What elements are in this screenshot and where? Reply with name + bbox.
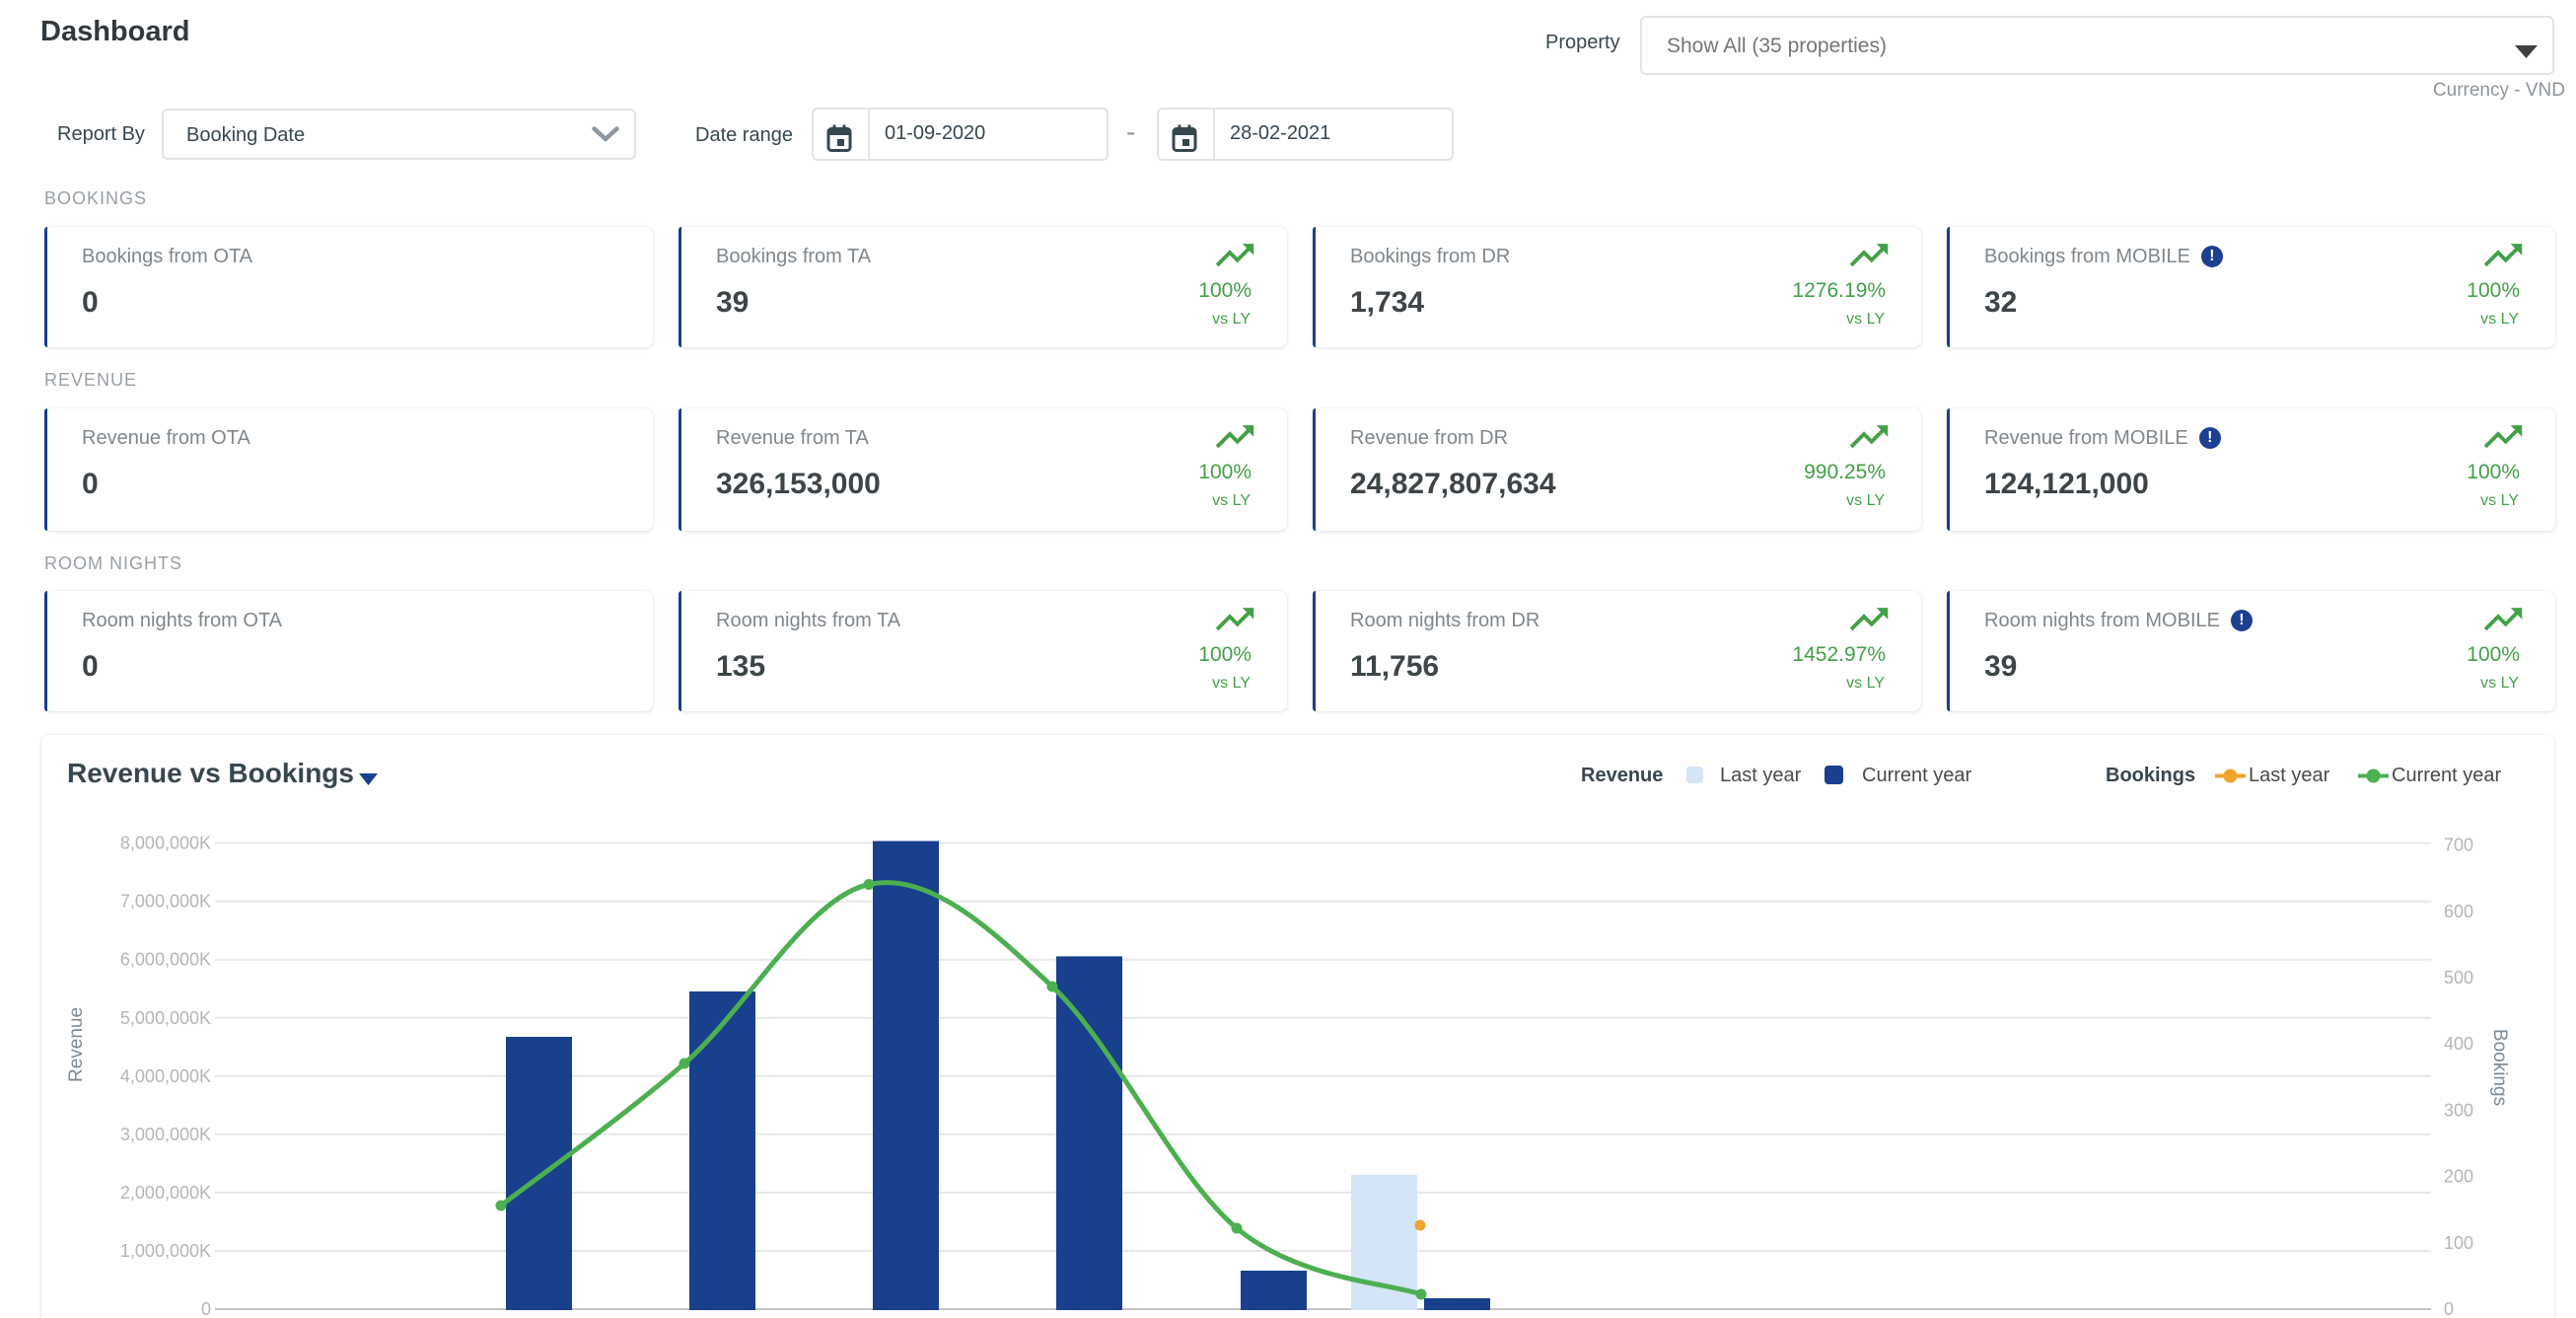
svg-text:500: 500: [2444, 968, 2473, 988]
svg-text:6,000,000K: 6,000,000K: [120, 950, 211, 970]
svg-text:0: 0: [201, 1299, 211, 1318]
svg-text:Revenue: Revenue: [66, 1007, 87, 1082]
svg-text:3,000,000K: 3,000,000K: [120, 1125, 211, 1144]
svg-text:Bookings: Bookings: [2489, 1029, 2510, 1106]
svg-text:200: 200: [2444, 1167, 2473, 1187]
svg-text:8,000,000K: 8,000,000K: [120, 834, 211, 853]
svg-text:5,000,000K: 5,000,000K: [120, 1008, 211, 1028]
svg-text:400: 400: [2444, 1034, 2473, 1054]
svg-text:2,000,000K: 2,000,000K: [120, 1183, 211, 1203]
svg-text:0: 0: [2444, 1299, 2454, 1318]
svg-text:600: 600: [2444, 902, 2473, 921]
svg-text:7,000,000K: 7,000,000K: [120, 892, 211, 912]
svg-text:300: 300: [2444, 1100, 2473, 1120]
svg-text:4,000,000K: 4,000,000K: [120, 1066, 211, 1086]
svg-text:1,000,000K: 1,000,000K: [120, 1241, 211, 1261]
svg-text:700: 700: [2444, 836, 2473, 855]
svg-text:100: 100: [2444, 1233, 2473, 1253]
